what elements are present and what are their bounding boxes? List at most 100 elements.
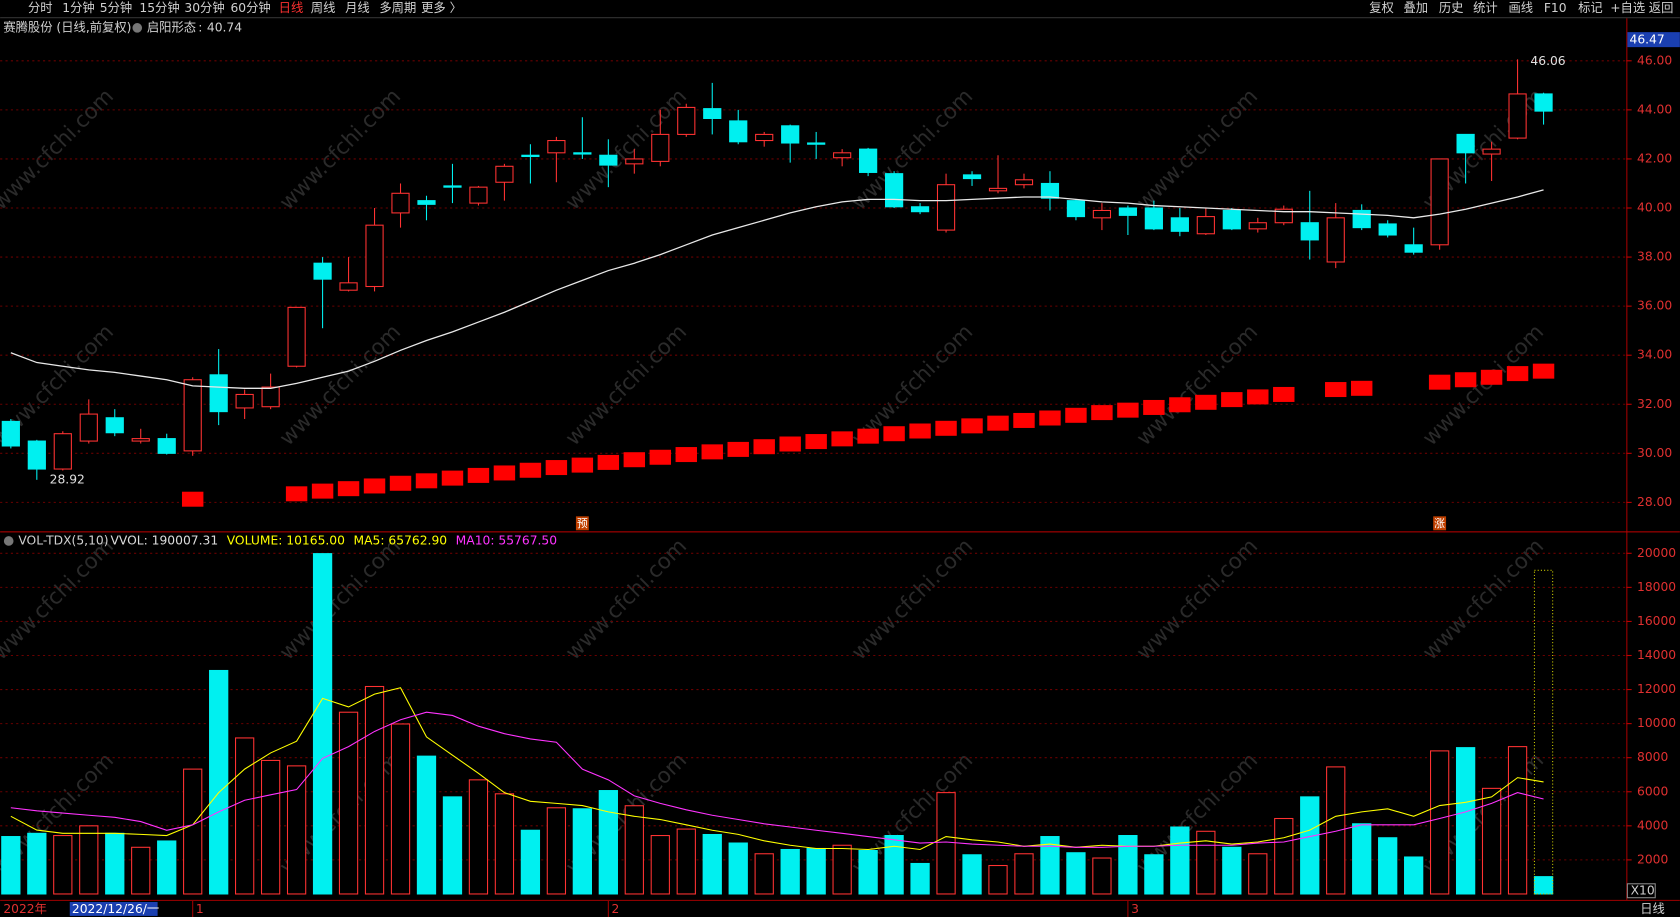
candle-body xyxy=(884,173,904,208)
signal-square xyxy=(1013,412,1035,428)
volume-bar xyxy=(131,846,151,895)
signal-square xyxy=(1506,366,1529,382)
y-tick-label: 44.00 xyxy=(1637,102,1672,116)
y-tick-label: 4000 xyxy=(1637,818,1668,832)
candle-body xyxy=(521,154,540,158)
candle-body xyxy=(1118,207,1138,216)
signal-square xyxy=(701,444,723,460)
volume-bar xyxy=(884,835,904,895)
tool-button[interactable]: 标记 xyxy=(1578,1,1603,15)
candle-body xyxy=(625,158,644,165)
volume-bar xyxy=(1144,854,1164,895)
indicator-line xyxy=(10,189,1544,389)
signal-square xyxy=(857,428,879,444)
period-tab[interactable]: 周线 xyxy=(311,1,336,15)
volume-bar xyxy=(1,836,21,895)
period-tab[interactable]: 5分钟 xyxy=(100,0,132,15)
signal-square xyxy=(623,452,646,468)
y-tick-label: 12000 xyxy=(1637,682,1676,696)
top-price-box xyxy=(1627,32,1680,48)
candle-body xyxy=(1456,133,1475,154)
chart-title: 赛腾股份 (日线,前复权) xyxy=(3,19,131,34)
candle-body xyxy=(183,379,202,452)
signal-square xyxy=(883,426,905,442)
period-tab[interactable]: 日线 xyxy=(279,1,304,15)
top-price-label: 46.47 xyxy=(1630,33,1665,47)
candle-body xyxy=(729,120,748,143)
volume-bar xyxy=(286,765,307,895)
high-label: 46.06 xyxy=(1530,54,1565,68)
volume-bar xyxy=(702,833,722,895)
volume-bar xyxy=(1092,857,1112,895)
flag: 预 xyxy=(577,517,588,530)
signal-square xyxy=(181,491,204,507)
period-tab[interactable]: 多周期 xyxy=(379,1,416,15)
volume-bar xyxy=(235,737,255,895)
tool-button[interactable]: 历史 xyxy=(1439,1,1464,15)
volume-bar xyxy=(1481,787,1502,895)
signal-square xyxy=(1143,399,1165,415)
ma-line xyxy=(10,687,1544,851)
candle-body xyxy=(1040,182,1060,199)
year-label: 2022年 xyxy=(3,902,47,916)
candle-body xyxy=(807,142,826,145)
candle-body xyxy=(599,154,618,166)
cursor-date: 2022/12/26/一 xyxy=(72,902,159,916)
volume-bar xyxy=(1170,826,1190,895)
volume-bar xyxy=(1507,746,1528,895)
signal-square xyxy=(1273,386,1295,402)
flag: 涨 xyxy=(1434,517,1445,530)
volume-bar xyxy=(1300,796,1320,895)
period-tab[interactable]: 15分钟 xyxy=(139,0,179,15)
period-tab[interactable]: 60分钟 xyxy=(230,0,270,15)
tool-button[interactable]: 返回 xyxy=(1649,1,1674,15)
signal-square xyxy=(1117,402,1139,418)
volume-bar xyxy=(520,829,541,895)
period-tab[interactable]: 分时 xyxy=(28,1,53,15)
indicator-name: 启阳形态 xyxy=(147,20,196,34)
y-tick-label: 32.00 xyxy=(1637,397,1672,411)
volume-bar xyxy=(676,828,696,895)
period-tab[interactable]: 更多 〉 xyxy=(421,1,462,15)
period-tab[interactable]: 1分钟 xyxy=(62,0,94,15)
volume-bar xyxy=(1014,853,1034,895)
tool-button[interactable]: F10 xyxy=(1544,1,1567,15)
signal-square xyxy=(805,434,827,450)
candle-body xyxy=(27,440,46,470)
tool-button[interactable]: 复权 xyxy=(1369,1,1394,15)
volume-bar xyxy=(962,854,982,895)
candle-body xyxy=(651,133,670,162)
candle-body xyxy=(573,152,592,155)
signal-square xyxy=(415,473,438,489)
x-tick-label: 2 xyxy=(612,902,620,916)
volume-bar xyxy=(260,759,281,895)
period-tab[interactable]: 月线 xyxy=(345,1,370,15)
volume-bar xyxy=(53,835,73,895)
signal-square xyxy=(909,423,931,439)
x-tick-label: 3 xyxy=(1131,902,1139,916)
indicator-icon xyxy=(132,23,143,33)
signal-square xyxy=(831,431,853,447)
y-tick-label: 14000 xyxy=(1637,648,1676,662)
signal-square xyxy=(1454,372,1477,388)
y-tick-label: 40.00 xyxy=(1637,201,1672,215)
ma-line xyxy=(10,711,1544,848)
tool-button[interactable]: 叠加 xyxy=(1403,1,1428,15)
volume-bar xyxy=(1533,876,1554,895)
y-tick-label: 30.00 xyxy=(1637,446,1672,460)
tool-button[interactable]: +自选 xyxy=(1610,1,1645,15)
period-tab[interactable]: 30分钟 xyxy=(184,0,224,15)
signal-square xyxy=(1169,397,1191,413)
tool-button[interactable]: 画线 xyxy=(1508,1,1533,15)
tool-button[interactable]: 统计 xyxy=(1473,1,1498,15)
candle-body xyxy=(1014,179,1034,186)
candle-body xyxy=(469,186,488,204)
signal-square xyxy=(1039,410,1061,426)
candle-body xyxy=(131,438,150,442)
candle-body xyxy=(703,108,722,119)
signal-square xyxy=(467,467,490,483)
volume-bar xyxy=(806,847,826,895)
y-tick-label: 42.00 xyxy=(1637,151,1672,165)
candle-body xyxy=(1196,216,1215,235)
